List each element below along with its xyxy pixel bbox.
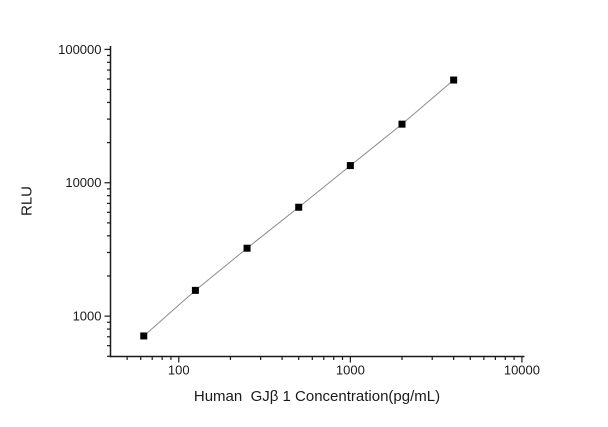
data-point-marker [243,244,251,252]
y-tick-label: 10000 [65,175,101,190]
data-point-marker [191,286,199,294]
data-point-marker [346,162,354,170]
x-tick-label: 10000 [504,363,540,378]
y-axis-title: RLU [18,185,36,217]
data-point-marker [295,203,303,211]
y-tick-label: 1000 [73,309,102,324]
x-tick-label: 1000 [336,363,365,378]
data-point-marker [398,120,406,128]
x-tick-label: 100 [168,363,190,378]
data-point-marker [140,332,148,340]
y-tick-label: 100000 [58,42,101,57]
x-axis-title: Human GJβ 1 Concentration(pg/mL) [193,388,441,405]
data-point-marker [450,76,458,84]
